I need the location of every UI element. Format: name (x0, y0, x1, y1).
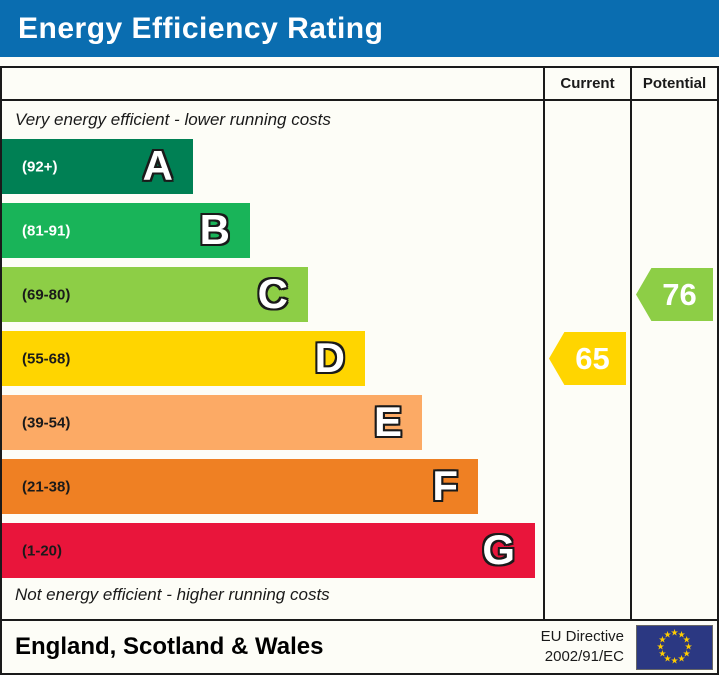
current-rating-marker: 65 (549, 332, 626, 385)
eu-directive-line2: 2002/91/EC (544, 648, 624, 665)
band-range-label: (39-54) (22, 414, 71, 431)
eu-flag-star: ★ (658, 634, 667, 645)
current-column-header: Current (543, 68, 630, 99)
band-bar-e: (39-54) E (2, 395, 422, 450)
energy-rating-table: Current Potential Very energy efficient … (0, 66, 719, 675)
region-label: England, Scotland & Wales (15, 633, 324, 660)
band-bar-b: (81-91) B (2, 203, 250, 258)
potential-column: 76 (630, 101, 717, 619)
band-range-label: (81-91) (22, 222, 71, 239)
current-column: 65 (543, 101, 630, 619)
band-bar-a: (92+) A (2, 139, 193, 194)
eu-flag-star: ★ (658, 648, 667, 659)
potential-rating-value: 76 (662, 276, 697, 312)
eu-flag-star: ★ (677, 629, 686, 640)
potential-column-header: Potential (630, 68, 717, 99)
band-bar-c: (69-80) C (2, 267, 308, 322)
band-letter: B (199, 205, 230, 253)
eu-flag-star: ★ (682, 634, 691, 645)
eu-flag-star: ★ (682, 648, 691, 659)
band-range-label: (55-68) (22, 350, 71, 367)
potential-rating-marker: 76 (636, 268, 713, 321)
bands-area: Very energy efficient - lower running co… (2, 101, 543, 619)
eu-flag-star: ★ (663, 653, 672, 664)
eu-flag-star: ★ (670, 627, 679, 638)
band-range-label: (1-20) (22, 542, 63, 559)
band-letter: A (142, 141, 173, 189)
eu-flag-star: ★ (684, 641, 693, 652)
title-bar: Energy Efficiency Rating (0, 0, 719, 57)
page-title: Energy Efficiency Rating (18, 11, 384, 45)
eu-directive-line1: EU Directive (540, 627, 624, 645)
table-header-row: Current Potential (2, 68, 717, 101)
eu-flag-star: ★ (677, 653, 686, 664)
band-range-label: (69-80) (22, 286, 71, 303)
band-letter: E (373, 397, 402, 445)
header-spacer-cell (2, 68, 543, 99)
band-bar-f: (21-38) F (2, 459, 478, 514)
top-note: Very energy efficient - lower running co… (15, 110, 331, 129)
band-range-label: (92+) (22, 158, 58, 175)
band-letter: G (482, 525, 515, 573)
eu-flag-star: ★ (663, 629, 672, 640)
band-letter: D (314, 333, 345, 381)
band-row-d: (55-68) D (2, 331, 543, 386)
eu-directive-label: EU Directive 2002/91/EC (541, 627, 624, 668)
eu-flag-icon: ★ ★ ★ ★ ★ ★ ★ ★ ★ ★ ★ ★ (636, 624, 713, 670)
band-row-c: (69-80) C (2, 267, 543, 322)
current-rating-value: 65 (575, 340, 610, 376)
band-bar-g: (1-20) G (2, 523, 535, 578)
band-row-f: (21-38) F (2, 459, 543, 514)
bottom-note: Not energy efficient - higher running co… (15, 585, 330, 604)
table-footer: England, Scotland & Wales EU Directive 2… (2, 619, 717, 673)
eu-flag-star: ★ (670, 655, 679, 666)
band-row-g: (1-20) G (2, 523, 543, 578)
band-row-b: (81-91) B (2, 203, 543, 258)
band-range-label: (21-38) (22, 478, 71, 495)
band-letter: F (432, 461, 458, 509)
band-row-a: (92+) A (2, 139, 543, 194)
band-list: (92+) A (81-91) B (69-80) C (55-68) D (39-54) E (2… (2, 139, 543, 587)
band-row-e: (39-54) E (2, 395, 543, 450)
table-body-row: Very energy efficient - lower running co… (2, 101, 717, 619)
band-letter: C (257, 269, 288, 317)
band-bar-d: (55-68) D (2, 331, 365, 386)
eu-flag-star: ★ (656, 641, 665, 652)
